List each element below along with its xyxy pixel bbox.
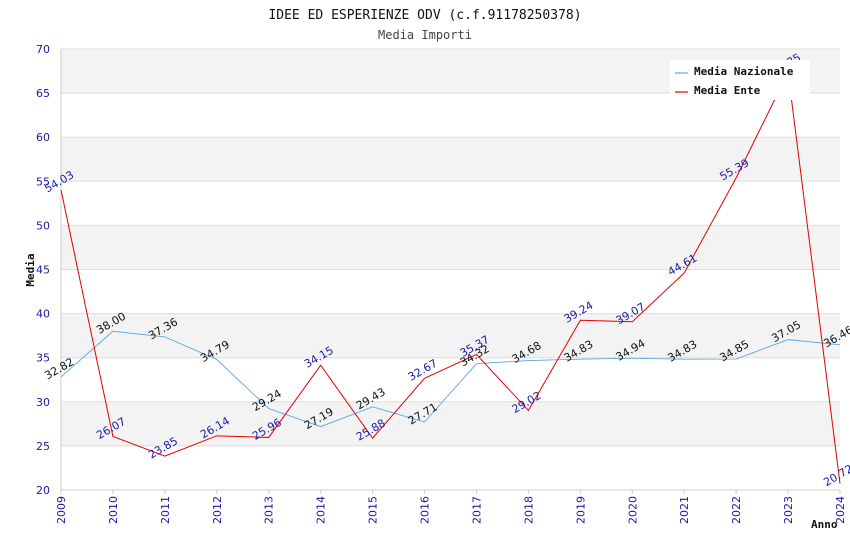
x-tick-label: 2015 [367,496,380,524]
chart-subtitle: Media Importi [378,28,472,42]
y-tick-label: 40 [36,308,50,321]
x-tick-label: 2022 [730,496,743,524]
series-group [60,70,841,484]
x-axis-ticks: 2009 2010 2011 2012 2013 2014 2015 2016 2017 2018… [55,490,847,524]
plot-band [61,357,840,402]
y-tick-label: 60 [36,131,50,144]
x-tick-label: 2010 [107,496,120,524]
x-tick-label: 2021 [678,496,691,524]
plot-band [61,313,840,358]
y-tick-label: 65 [36,87,50,100]
x-tick-label: 2020 [626,496,639,524]
plot-band [61,93,840,138]
x-tick-label: 2016 [419,496,432,524]
plot-band [61,269,840,314]
plot-band [61,137,840,182]
y-tick-label: 55 [36,175,50,188]
series-line-media-nazionale [60,330,841,428]
x-axis-label: Anno [811,518,838,531]
plot-band [61,401,840,446]
chart-title: IDEE ED ESPERIENZE ODV (c.f.91178250378) [268,8,581,23]
legend: Media Nazionale Media Ente [670,60,810,100]
x-tick-label: 2009 [55,496,68,524]
x-tick-label: 2011 [159,496,172,524]
x-tick-label: 2018 [522,496,535,524]
axes [60,49,840,491]
x-tick-label: 2013 [263,496,276,524]
legend-label-nazionale: Media Nazionale [694,65,794,78]
x-tick-label: 2012 [211,496,224,524]
series-line-media-ente [60,70,841,484]
y-tick-label: 20 [36,484,50,497]
plot-band [61,225,840,270]
y-axis-ticks: 20 25 30 35 40 45 50 55 60 65 70 [36,43,50,497]
y-tick-label: 70 [36,43,50,56]
y-tick-label: 25 [36,440,50,453]
plot-background [61,49,840,490]
x-tick-label: 2014 [315,496,328,524]
y-tick-label: 35 [36,352,50,365]
y-tick-label: 30 [36,396,50,409]
y-tick-label: 45 [36,264,50,277]
x-tick-label: 2019 [574,496,587,524]
y-tick-label: 50 [36,219,50,232]
x-tick-label: 2017 [470,496,483,524]
y-axis-label: Media [24,253,37,286]
plot-band [61,181,840,226]
x-tick-label: 2024 [834,496,847,524]
plot-band [61,445,840,490]
x-tick-label: 2023 [782,496,795,524]
legend-box [670,60,810,100]
legend-label-ente: Media Ente [694,84,761,97]
